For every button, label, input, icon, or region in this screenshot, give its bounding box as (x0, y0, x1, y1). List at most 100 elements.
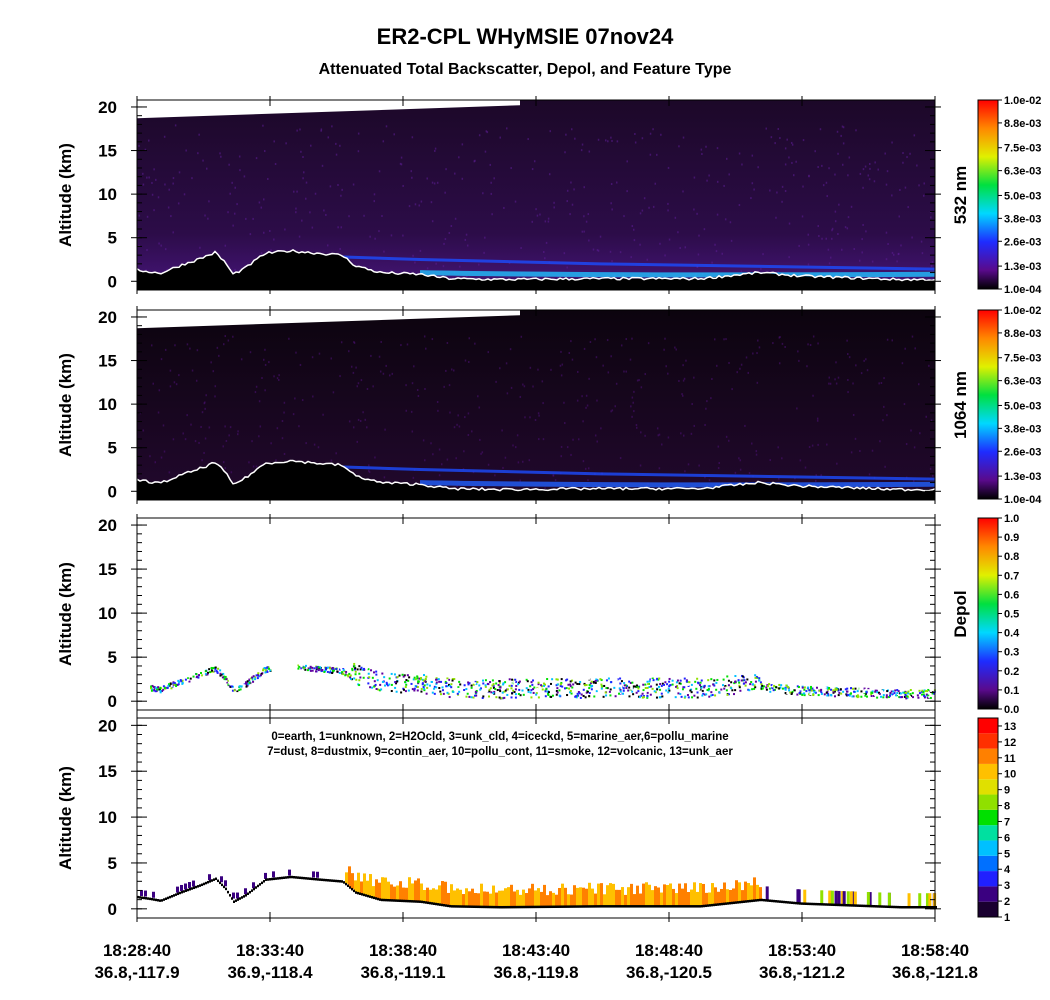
noise (172, 231, 174, 234)
depol-pixel (556, 678, 559, 681)
surface-point (907, 905, 909, 909)
depol-pixel (772, 685, 775, 688)
depol-pixel (655, 683, 658, 686)
noise (225, 439, 228, 442)
feature-bar (363, 873, 366, 895)
surface-point (851, 904, 853, 907)
depol-pixel (755, 675, 758, 678)
depol-pixel (245, 685, 248, 688)
noise (148, 139, 150, 142)
noise (494, 474, 496, 477)
feature-bar (726, 889, 729, 904)
noise (682, 136, 685, 139)
noise (382, 140, 385, 143)
noise (146, 215, 149, 218)
depol-pixel (157, 686, 160, 689)
noise (580, 149, 583, 152)
noise (788, 222, 791, 225)
depol-pixel (350, 665, 353, 668)
depol-pixel (384, 684, 387, 687)
depol-pixel (210, 666, 213, 669)
noise (275, 459, 277, 462)
noise (777, 127, 780, 130)
depol-pixel (422, 677, 425, 680)
depol-pixel (225, 680, 228, 683)
noise (383, 476, 386, 479)
depol-pixel (641, 692, 644, 695)
noise (547, 217, 550, 220)
depol-pixel (631, 690, 634, 693)
depol-pixel (400, 691, 403, 694)
noise (713, 338, 716, 341)
noise (930, 216, 932, 219)
depol-pixel (198, 674, 201, 677)
depol-pixel (649, 678, 652, 681)
depol-pixel (909, 695, 912, 698)
surface-point (751, 899, 753, 903)
depol-pixel (889, 694, 892, 697)
noise (884, 465, 886, 468)
noise (852, 382, 854, 385)
depol-pixel (556, 683, 559, 686)
noise (679, 247, 681, 250)
depol-pixel (739, 689, 742, 692)
noise (164, 248, 167, 251)
depol-pixel (607, 684, 610, 687)
surface-point (667, 905, 669, 908)
noise (697, 253, 700, 256)
depol-pixel (648, 680, 651, 683)
noise (779, 336, 781, 339)
surface-point (887, 905, 889, 909)
noise (520, 247, 522, 250)
depol-pixel (418, 677, 421, 680)
y-tick-label: 20 (98, 98, 117, 117)
noise (456, 423, 458, 426)
depol-pixel (533, 686, 536, 689)
depol-pixel (571, 686, 574, 689)
depol-pixel (780, 684, 783, 687)
noise (431, 181, 434, 184)
noise (921, 252, 924, 255)
noise (185, 149, 187, 152)
depol-pixel (718, 691, 721, 694)
surface-point (471, 905, 473, 908)
noise (270, 249, 272, 252)
surface-point (481, 905, 483, 909)
surface-point (371, 896, 373, 899)
depol-pixel (892, 693, 895, 696)
depol-pixel (233, 689, 236, 692)
depol-pixel (704, 693, 707, 696)
depol-pixel (860, 690, 863, 693)
surface-point (755, 899, 757, 902)
depol-pixel (212, 669, 215, 672)
surface-point (395, 899, 397, 902)
surface-point (707, 904, 709, 907)
depol-pixel (707, 679, 710, 682)
y-tick-label: 10 (98, 604, 117, 623)
noise (204, 214, 206, 217)
surface-line (136, 249, 936, 282)
noise (678, 145, 680, 148)
depol-pixel (717, 684, 720, 687)
feature-bar (474, 892, 477, 907)
depol-pixel (642, 696, 645, 699)
depol-pixel (707, 685, 710, 688)
depol-pixel (683, 677, 686, 680)
noise (502, 466, 504, 469)
depol-pixel (646, 696, 649, 699)
depol-pixel (595, 690, 598, 693)
depol-pixel (738, 684, 741, 687)
surface-point (213, 878, 215, 881)
depol-pixel (251, 678, 254, 681)
depol-pixel (577, 694, 580, 697)
depol-pixel (329, 671, 332, 674)
noise (400, 163, 403, 166)
depol-pixel (170, 687, 173, 690)
depol-pixel (359, 668, 362, 671)
feature-bar (603, 894, 606, 907)
depol-pixel (674, 696, 677, 699)
noise (917, 383, 920, 386)
surface-point (595, 905, 597, 908)
noise (352, 426, 355, 429)
depol-pixel (724, 685, 727, 688)
